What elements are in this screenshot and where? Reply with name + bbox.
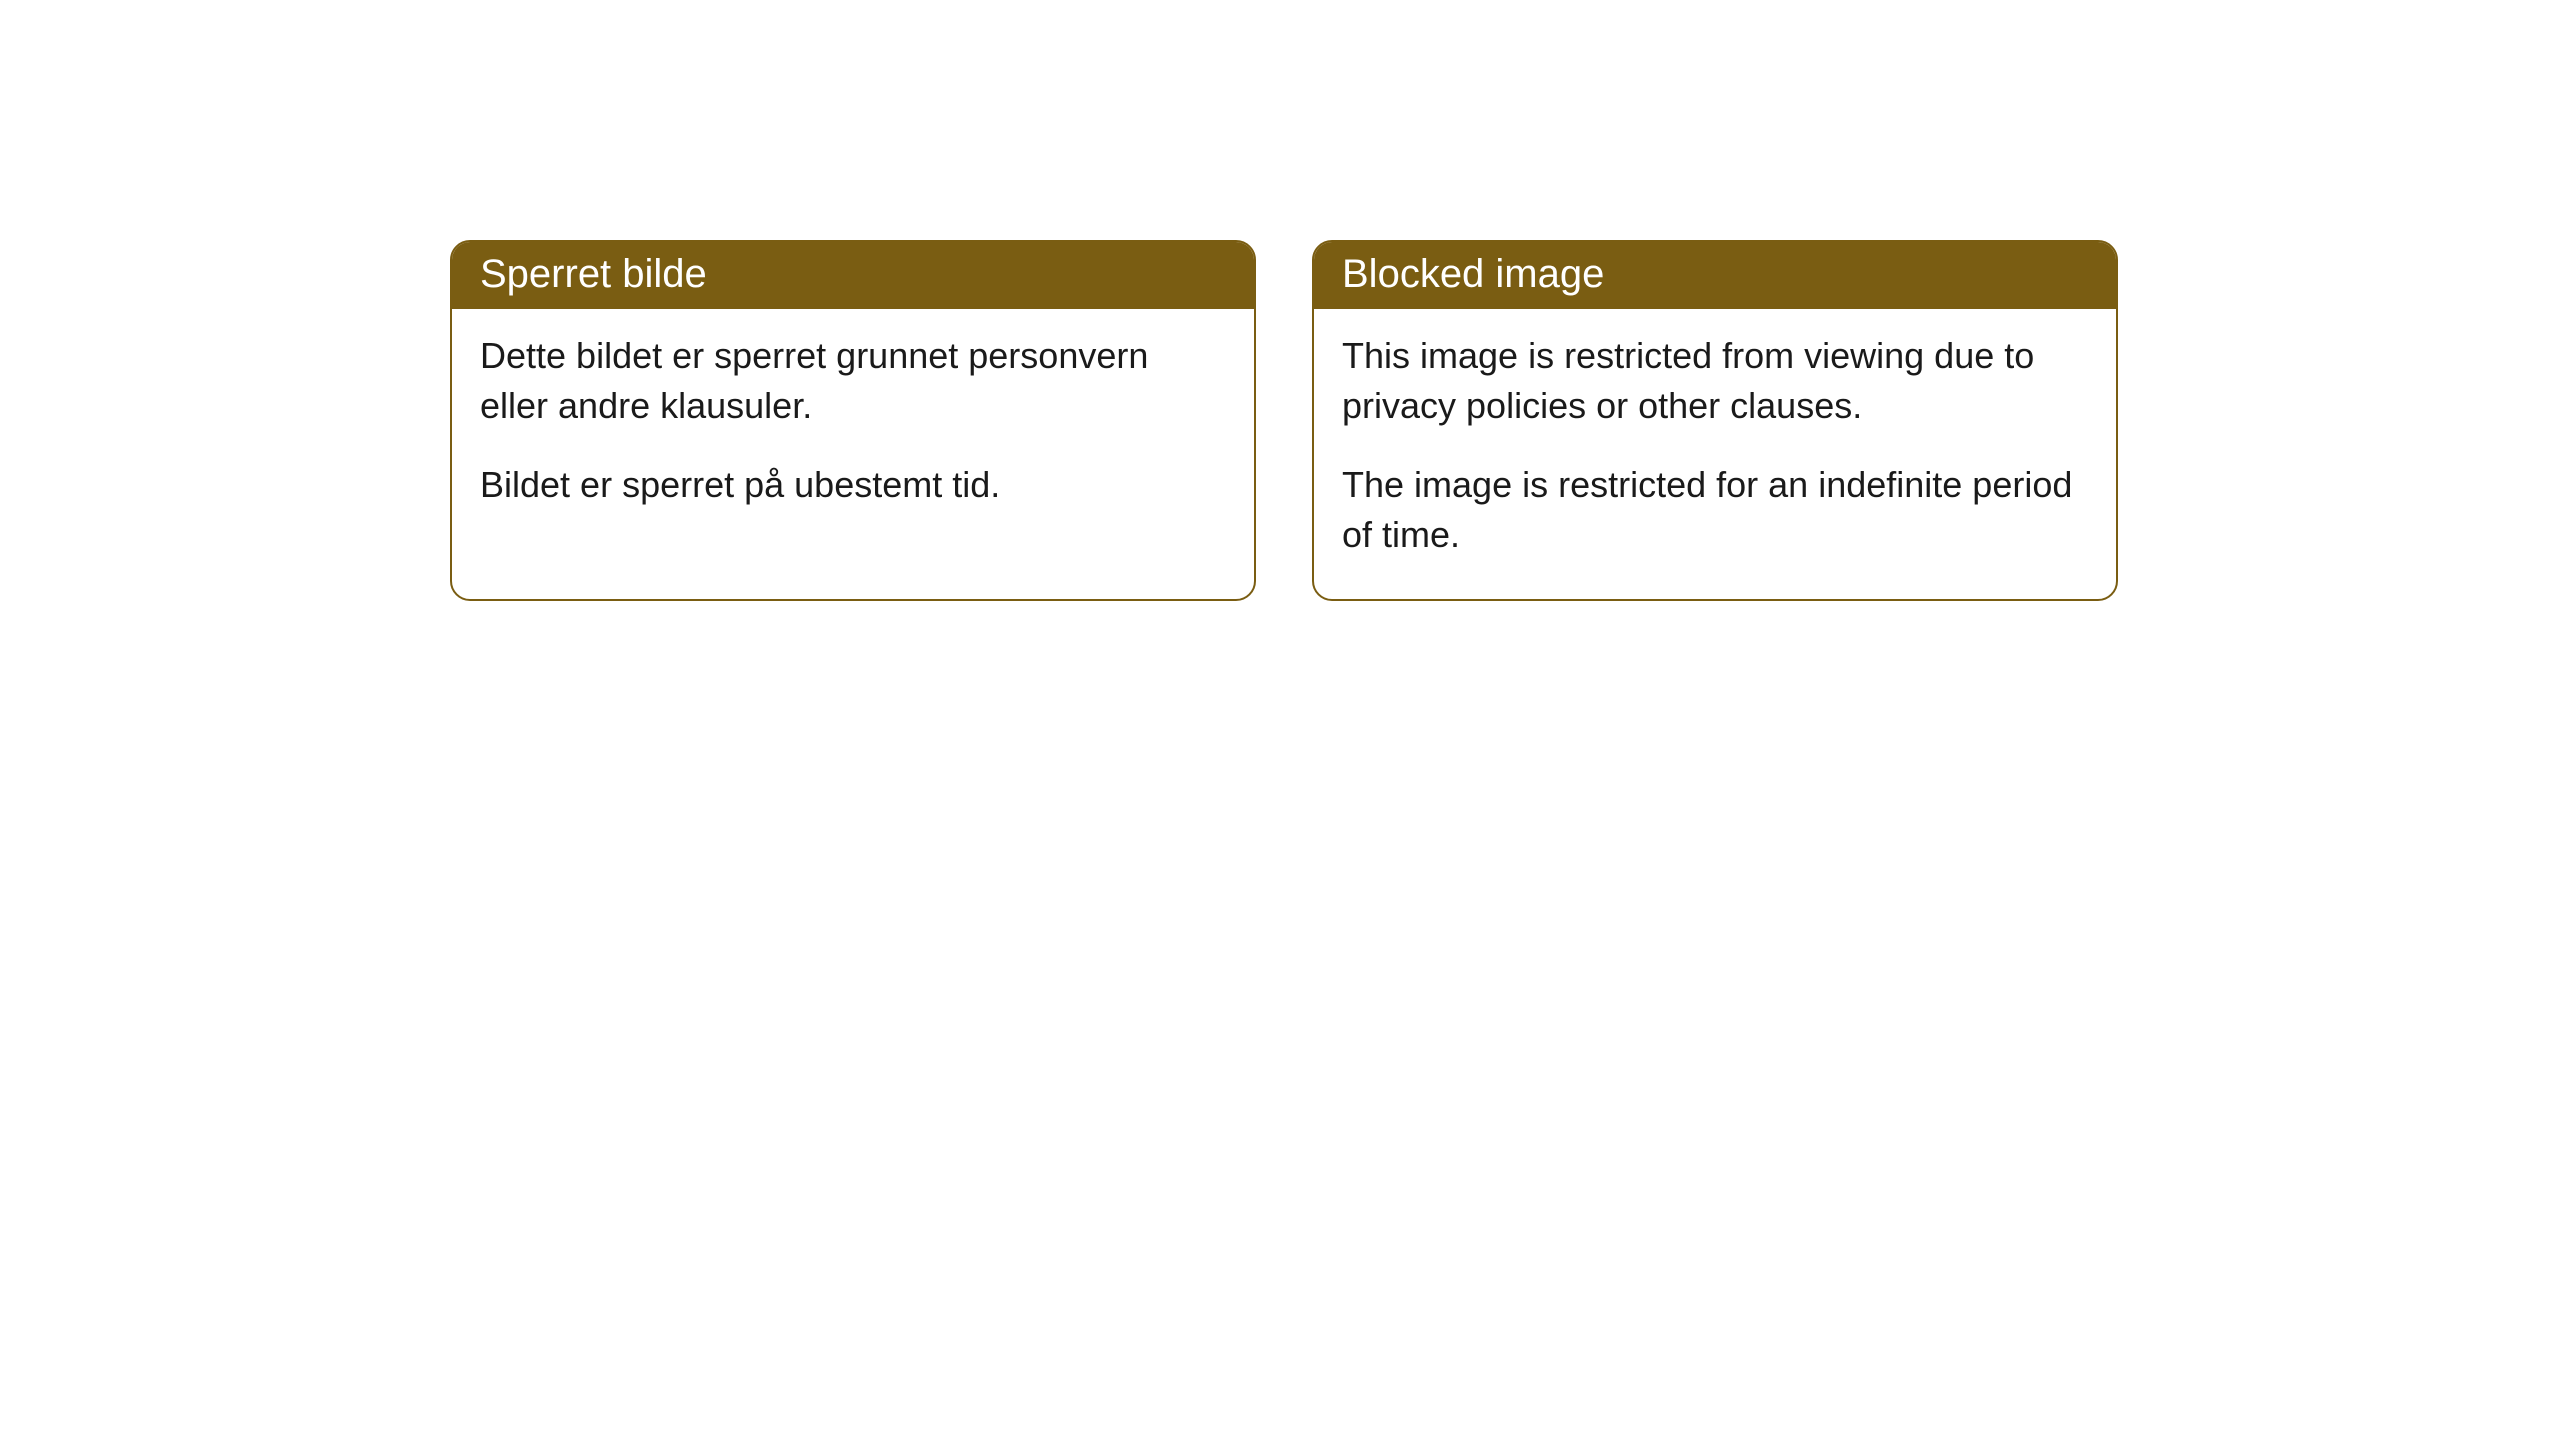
card-title: Blocked image xyxy=(1342,252,1604,296)
card-header: Blocked image xyxy=(1314,242,2116,309)
card-paragraph-1: Dette bildet er sperret grunnet personve… xyxy=(480,331,1226,432)
card-body: Dette bildet er sperret grunnet personve… xyxy=(452,309,1254,548)
notice-cards-container: Sperret bilde Dette bildet er sperret gr… xyxy=(450,240,2118,601)
card-paragraph-2: Bildet er sperret på ubestemt tid. xyxy=(480,460,1226,510)
card-header: Sperret bilde xyxy=(452,242,1254,309)
card-paragraph-1: This image is restricted from viewing du… xyxy=(1342,331,2088,432)
card-title: Sperret bilde xyxy=(480,252,707,296)
notice-card-norwegian: Sperret bilde Dette bildet er sperret gr… xyxy=(450,240,1256,601)
notice-card-english: Blocked image This image is restricted f… xyxy=(1312,240,2118,601)
card-body: This image is restricted from viewing du… xyxy=(1314,309,2116,599)
card-paragraph-2: The image is restricted for an indefinit… xyxy=(1342,460,2088,561)
